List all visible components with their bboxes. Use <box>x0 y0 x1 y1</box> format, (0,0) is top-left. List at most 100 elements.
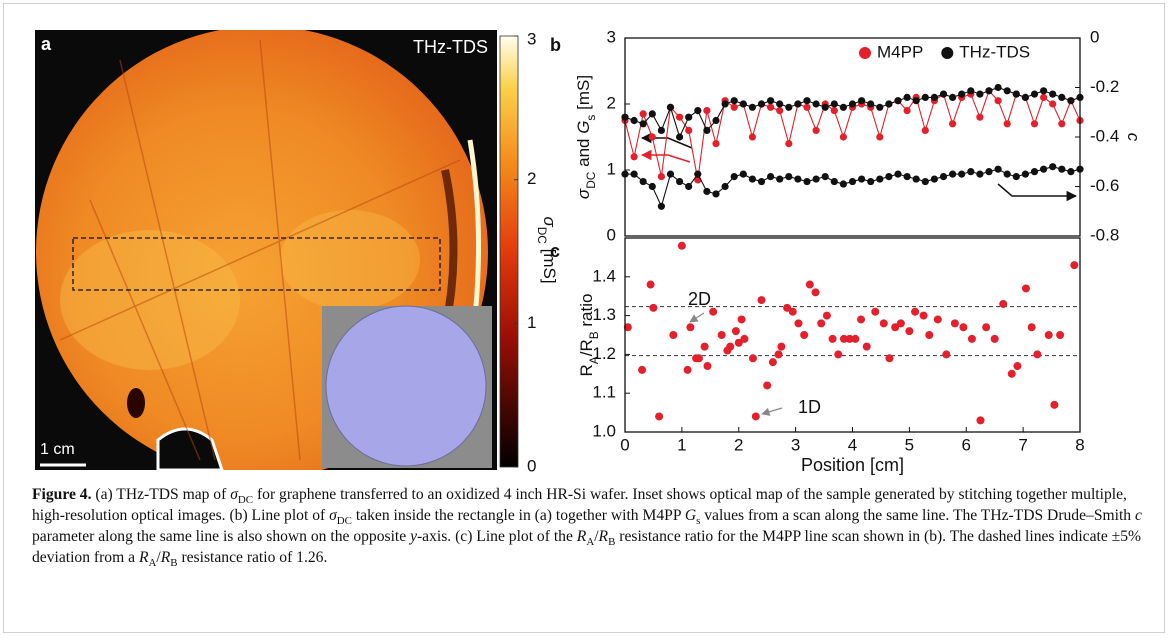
caption-run: -axis. (c) Line plot of the <box>416 528 577 545</box>
data-point <box>839 133 848 141</box>
data-point <box>867 177 875 186</box>
data-point <box>830 100 838 108</box>
data-point <box>912 97 920 105</box>
caption-run: values from a scan along the same line. … <box>700 507 1135 524</box>
data-point <box>657 173 666 181</box>
data-point <box>803 103 811 111</box>
legend-marker <box>941 47 954 59</box>
inset-wafer <box>325 305 487 467</box>
wafer-notch <box>156 427 224 470</box>
data-point <box>1049 100 1057 108</box>
data-point <box>1067 97 1075 105</box>
data-point <box>649 303 658 312</box>
data-point <box>903 93 911 101</box>
data-point <box>703 126 711 134</box>
caption-run: R <box>598 528 609 545</box>
data-point <box>903 173 911 181</box>
data-point <box>1058 93 1066 101</box>
annotation: 1D <box>798 397 821 417</box>
data-point <box>730 97 738 105</box>
data-point <box>623 323 632 332</box>
data-point <box>1030 90 1039 98</box>
x-tick-label: 6 <box>962 435 971 454</box>
data-point <box>967 334 976 343</box>
x-tick-label: 8 <box>1075 435 1084 454</box>
data-point <box>891 323 900 332</box>
data-point <box>811 288 820 297</box>
x-tick-label: 1 <box>677 435 686 454</box>
caption-run: resistance ratio for the M4PP line scan … <box>32 528 1141 566</box>
annotation-arrow <box>761 407 783 416</box>
caption-run: R <box>160 549 171 566</box>
y-axis-label: RA/RB ratio <box>577 294 601 377</box>
y-axis-label: σDC and Gs [mS] <box>574 75 598 199</box>
caption-run: R <box>576 528 587 545</box>
data-point <box>737 315 746 324</box>
data-point <box>639 120 647 128</box>
data-point <box>1003 170 1011 178</box>
data-point <box>1030 168 1039 176</box>
data-point <box>982 323 991 332</box>
data-point <box>751 412 760 421</box>
data-point <box>1003 120 1011 128</box>
data-point <box>685 113 693 121</box>
data-point <box>748 133 757 141</box>
label-part: DC <box>535 227 549 245</box>
label-part: B <box>587 331 601 339</box>
scan-rectangle <box>72 237 441 291</box>
label-part: and <box>574 134 593 172</box>
x-tick-label: 0 <box>620 435 629 454</box>
data-point <box>967 87 975 95</box>
data-point <box>630 170 638 178</box>
label-part: ratio <box>577 294 596 332</box>
data-point <box>885 354 894 363</box>
map-title: THz-TDS <box>413 37 488 57</box>
data-point <box>959 323 968 332</box>
label-part: R <box>577 364 596 376</box>
data-point <box>845 334 854 343</box>
data-point <box>648 110 656 118</box>
y-tick-label: 3 <box>607 27 616 46</box>
data-point <box>703 362 712 371</box>
colorbar-tick-label: 3 <box>527 29 536 48</box>
data-point <box>830 177 838 186</box>
data-point <box>830 107 838 115</box>
data-point <box>785 140 793 148</box>
data-point <box>848 100 857 108</box>
caption-run: / <box>594 528 599 545</box>
data-point <box>639 177 647 186</box>
data-point <box>839 103 848 111</box>
data-point <box>828 334 837 343</box>
data-point <box>1050 400 1059 409</box>
data-point <box>768 358 777 367</box>
data-point <box>1012 173 1020 181</box>
caption-run: Figure 4. <box>32 486 92 503</box>
data-point <box>800 331 809 339</box>
data-point <box>905 327 914 336</box>
caption-run: c <box>1135 507 1142 524</box>
y-tick-label: 0 <box>607 225 616 244</box>
caption-run: (a) THz-TDS map of <box>91 486 231 503</box>
data-point <box>894 170 902 178</box>
data-point <box>803 97 811 105</box>
data-point <box>774 350 783 359</box>
data-point <box>876 175 884 183</box>
data-point <box>739 100 747 108</box>
annotation-arrow <box>689 312 705 323</box>
data-point <box>788 307 797 316</box>
label-part: c <box>1124 133 1143 142</box>
data-point <box>657 126 666 134</box>
x-tick-label: 5 <box>905 435 914 454</box>
data-point <box>1049 163 1057 171</box>
label-part: σ <box>574 188 593 199</box>
data-point <box>925 331 934 339</box>
label-part: s <box>584 115 598 121</box>
data-point <box>949 170 957 178</box>
data-point <box>1021 93 1029 101</box>
data-point <box>739 170 747 178</box>
data-point <box>694 354 703 363</box>
data-point <box>894 97 902 105</box>
x-tick-label: 7 <box>1018 435 1027 454</box>
data-point <box>822 311 831 320</box>
y2-tick-label: -0.8 <box>1090 225 1119 244</box>
